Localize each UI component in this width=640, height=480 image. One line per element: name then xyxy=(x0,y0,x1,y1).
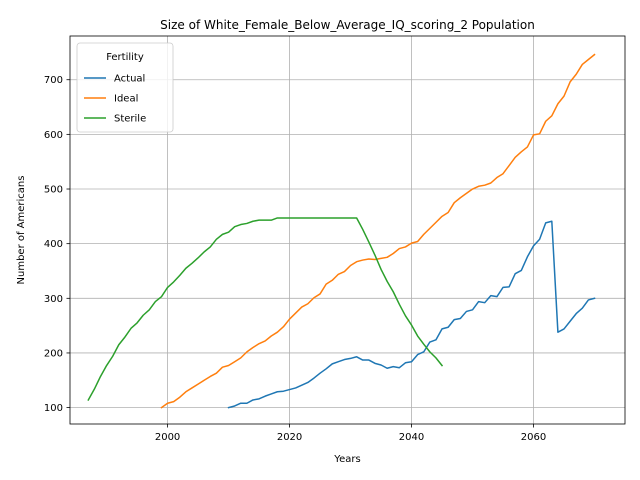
y-tick-label: 500 xyxy=(44,185,63,196)
legend-title: Fertility xyxy=(106,52,144,63)
x-axis-label: Years xyxy=(333,454,360,465)
y-axis-label: Number of Americans xyxy=(16,176,27,285)
y-axis-ticks: 100 200 300 400 500 600 700 xyxy=(44,75,70,414)
legend-label-sterile: Sterile xyxy=(114,114,146,125)
series-line-sterile xyxy=(87,217,444,401)
legend: Fertility Actual Ideal Sterile xyxy=(76,42,174,133)
series-lines xyxy=(87,53,596,409)
x-tick-label: 2060 xyxy=(521,432,546,443)
y-tick-label: 400 xyxy=(44,239,63,250)
x-axis-ticks: 2000 2020 2040 2060 xyxy=(155,424,546,443)
x-tick-label: 2000 xyxy=(155,432,180,443)
y-tick-label: 100 xyxy=(44,403,63,414)
y-tick-label: 300 xyxy=(44,294,63,305)
legend-label-actual: Actual xyxy=(114,74,145,85)
plot-frame xyxy=(69,35,626,425)
legend-label-ideal: Ideal xyxy=(114,94,138,105)
x-tick-label: 2020 xyxy=(277,432,302,443)
series-line-ideal xyxy=(160,53,596,409)
series-line-actual xyxy=(227,220,596,409)
legend-frame xyxy=(76,42,174,133)
legend-entries: Actual Ideal Sterile xyxy=(84,74,146,125)
y-tick-label: 600 xyxy=(44,130,63,141)
y-tick-label: 200 xyxy=(44,348,63,359)
y-tick-label: 700 xyxy=(44,75,63,86)
chart-title: Size of White_Female_Below_Average_IQ_sc… xyxy=(160,18,535,32)
x-tick-label: 2040 xyxy=(399,432,424,443)
